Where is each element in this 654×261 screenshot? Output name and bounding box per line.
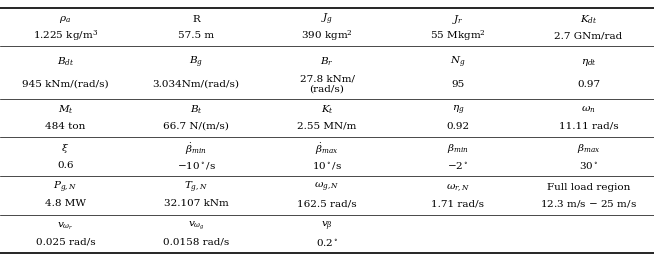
Text: $B_r$: $B_r$ <box>320 56 334 68</box>
Text: 1.71 rad/s: 1.71 rad/s <box>431 199 485 208</box>
Text: $\dot{\beta}_{min}$: $\dot{\beta}_{min}$ <box>185 141 207 157</box>
Text: 30$^\circ$: 30$^\circ$ <box>579 159 598 171</box>
Text: $B_g$: $B_g$ <box>189 55 203 70</box>
Text: $N_g$: $N_g$ <box>450 55 466 70</box>
Text: $B_t$: $B_t$ <box>190 104 203 116</box>
Text: 27.8 kNm/
(rad/s): 27.8 kNm/ (rad/s) <box>300 74 354 94</box>
Text: 2.7 GNm/rad: 2.7 GNm/rad <box>555 31 623 40</box>
Text: 4.8 MW: 4.8 MW <box>45 199 86 208</box>
Text: $\omega_{r,N}$: $\omega_{r,N}$ <box>446 182 470 193</box>
Text: 390 kgm$^2$: 390 kgm$^2$ <box>301 28 353 43</box>
Text: $\dot{\beta}_{max}$: $\dot{\beta}_{max}$ <box>315 141 339 157</box>
Text: 484 ton: 484 ton <box>45 122 86 131</box>
Text: $\rho_a$: $\rho_a$ <box>60 14 71 25</box>
Text: 945 kNm/(rad/s): 945 kNm/(rad/s) <box>22 80 109 88</box>
Text: 2.55 MN/m: 2.55 MN/m <box>298 122 356 131</box>
Text: 12.3 m/s $-$ 25 m/s: 12.3 m/s $-$ 25 m/s <box>540 198 637 209</box>
Text: $T_{g,N}$: $T_{g,N}$ <box>184 180 208 195</box>
Text: $\beta_{max}$: $\beta_{max}$ <box>577 142 600 155</box>
Text: 0.0158 rad/s: 0.0158 rad/s <box>163 238 230 247</box>
Text: 3.034Nm/(rad/s): 3.034Nm/(rad/s) <box>152 80 240 88</box>
Text: 0.025 rad/s: 0.025 rad/s <box>35 238 95 247</box>
Text: 162.5 rad/s: 162.5 rad/s <box>297 199 357 208</box>
Text: $J_r$: $J_r$ <box>452 13 464 26</box>
Text: Full load region: Full load region <box>547 183 630 192</box>
Text: 57.5 m: 57.5 m <box>178 31 215 40</box>
Text: 11.11 rad/s: 11.11 rad/s <box>559 122 619 131</box>
Text: $M_t$: $M_t$ <box>58 104 73 116</box>
Text: $\eta_{dt}$: $\eta_{dt}$ <box>581 57 596 68</box>
Text: $v_\beta$: $v_\beta$ <box>321 220 333 233</box>
Text: 55 Mkgm$^2$: 55 Mkgm$^2$ <box>430 28 486 43</box>
Text: $\eta_g$: $\eta_g$ <box>451 104 464 117</box>
Text: R: R <box>192 15 200 24</box>
Text: 0.6: 0.6 <box>57 161 74 170</box>
Text: 95: 95 <box>451 80 464 88</box>
Text: $K_t$: $K_t$ <box>320 104 334 116</box>
Text: $B_{dt}$: $B_{dt}$ <box>57 56 74 68</box>
Text: 1.225 kg/m$^3$: 1.225 kg/m$^3$ <box>33 28 98 43</box>
Text: $\beta_{min}$: $\beta_{min}$ <box>447 142 469 155</box>
Text: 0.92: 0.92 <box>446 122 470 131</box>
Text: $\omega_n$: $\omega_n$ <box>581 105 596 115</box>
Text: $\omega_{g,N}$: $\omega_{g,N}$ <box>315 181 339 194</box>
Text: 10$^\circ$/s: 10$^\circ$/s <box>312 159 342 171</box>
Text: $P_{g,N}$: $P_{g,N}$ <box>54 180 77 195</box>
Text: $-$2$^\circ$: $-$2$^\circ$ <box>447 159 468 171</box>
Text: 0.97: 0.97 <box>577 80 600 88</box>
Text: $v_{\omega_r}$: $v_{\omega_r}$ <box>57 220 74 232</box>
Text: $-$10$^\circ$/s: $-$10$^\circ$/s <box>177 159 216 171</box>
Text: $K_{dt}$: $K_{dt}$ <box>580 13 597 26</box>
Text: $J_g$: $J_g$ <box>321 12 333 27</box>
Text: 0.2$^\circ$: 0.2$^\circ$ <box>316 237 338 248</box>
Text: 66.7 N/(m/s): 66.7 N/(m/s) <box>164 122 229 131</box>
Text: $\xi$: $\xi$ <box>61 142 69 155</box>
Text: $v_{\omega_g}$: $v_{\omega_g}$ <box>188 220 205 232</box>
Text: 32.107 kNm: 32.107 kNm <box>164 199 229 208</box>
